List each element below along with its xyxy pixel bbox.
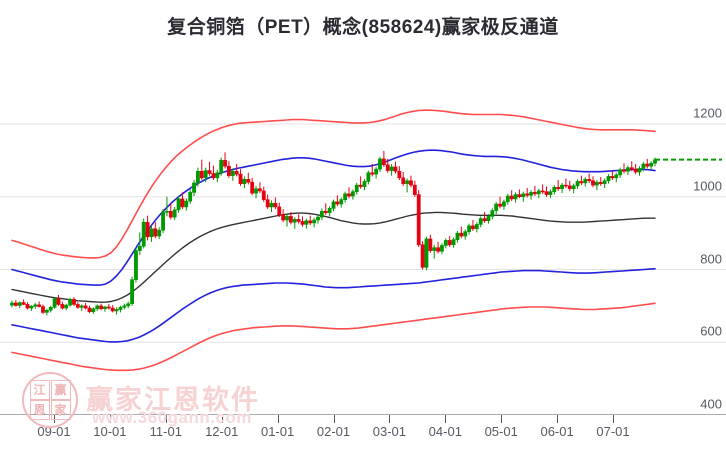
y-axis-label: 400 — [700, 396, 722, 412]
x-axis-label: 02-01 — [316, 424, 351, 439]
x-axis-tick — [333, 415, 335, 423]
chart-svg — [0, 109, 726, 415]
x-axis-label: 01-01 — [260, 424, 295, 439]
x-axis-label: 10-01 — [93, 424, 127, 439]
x-axis-label: 05-01 — [484, 424, 518, 439]
x-axis-label: 07-01 — [596, 424, 630, 439]
x-axis-label: 03-01 — [372, 424, 407, 439]
x-axis-label: 06-01 — [540, 424, 574, 439]
x-axis-label: 09-01 — [37, 424, 71, 439]
x-axis-tick — [109, 415, 111, 423]
y-axis-label: 600 — [700, 323, 722, 339]
x-axis-tick — [221, 415, 223, 423]
page-title: 复合铜箔（PET）概念(858624)赢家极反通道 — [167, 17, 559, 38]
y-axis-label: 1000 — [693, 178, 722, 194]
chart-plot-area — [0, 55, 726, 415]
x-axis-label: 11-01 — [149, 424, 182, 439]
y-axis-label: 800 — [700, 251, 722, 266]
x-axis-tick — [613, 415, 614, 423]
y-axis-label: 1200 — [693, 105, 722, 121]
x-axis-label: 12-01 — [205, 424, 239, 439]
x-axis-tick — [501, 415, 503, 423]
x-axis-tick — [54, 415, 55, 423]
x-axis-tick — [277, 415, 279, 423]
x-axis-tick — [557, 415, 559, 423]
x-axis-label: 04-01 — [428, 424, 462, 439]
x-axis-tick — [165, 415, 167, 423]
x-axis-tick — [445, 415, 447, 423]
x-axis-tick — [389, 415, 391, 423]
